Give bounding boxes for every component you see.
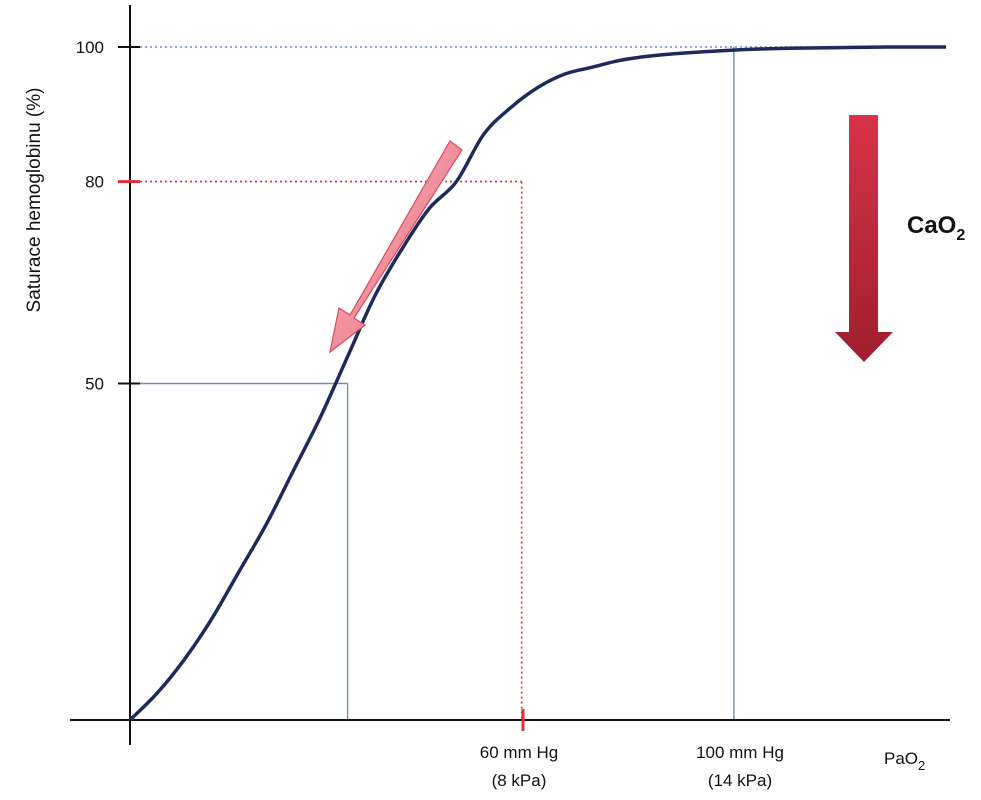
guide-lines xyxy=(130,46,946,720)
cao2-label: CaO2 xyxy=(907,212,965,244)
x-axis-title: PaO2 xyxy=(884,749,925,773)
dissociation-curve xyxy=(128,45,947,722)
y-ticks: 100 80 50 xyxy=(76,38,140,394)
x-tick-label-60-line2: (8 kPa) xyxy=(492,771,547,790)
x-tick-label-100-line2: (14 kPa) xyxy=(708,771,772,790)
pink-diagonal-arrow xyxy=(329,140,463,354)
x-ticks: 60 mm Hg (8 kPa) 100 mm Hg (14 kPa) xyxy=(480,709,784,790)
y-tick-label-100: 100 xyxy=(76,38,104,57)
y-tick-label-50: 50 xyxy=(85,375,104,394)
x-tick-label-60-line1: 60 mm Hg xyxy=(480,743,558,762)
x-tick-label-100-line1: 100 mm Hg xyxy=(696,743,784,762)
y-tick-label-80: 80 xyxy=(85,173,104,192)
red-down-arrow xyxy=(835,115,893,362)
y-axis-title: Saturace hemoglobinu (%) xyxy=(24,88,45,313)
